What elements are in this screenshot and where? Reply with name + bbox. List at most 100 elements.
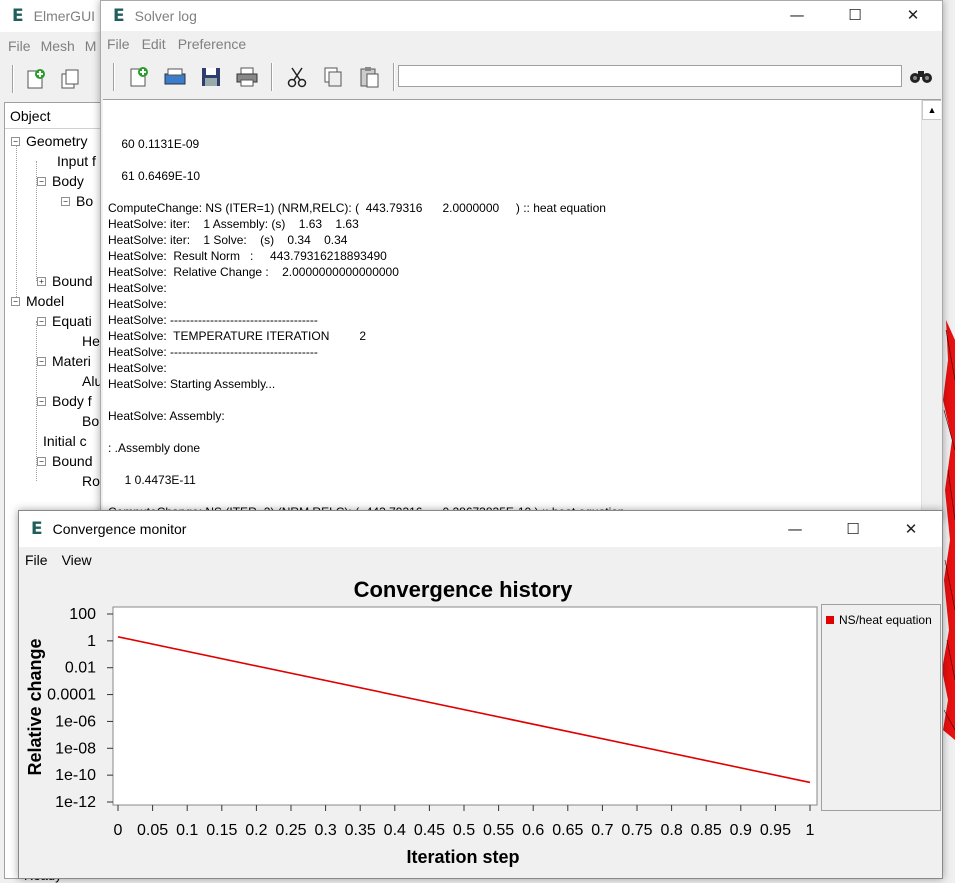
legend-label: NS/heat equation [839, 613, 932, 627]
toolbar-separator [12, 65, 14, 93]
scroll-up-arrow-icon[interactable]: ▲ [922, 100, 941, 120]
tree-item-body[interactable]: − Body [37, 171, 84, 191]
x-tick-label: 0.75 [621, 822, 652, 839]
x-tick-label: 0.8 [660, 822, 682, 839]
menu-file[interactable]: File [25, 552, 48, 568]
tree-item-boundary-condition-child[interactable]: Ro [82, 473, 100, 489]
menu-edit[interactable]: Edit [141, 36, 166, 52]
close-button[interactable]: ✕ [906, 6, 920, 24]
convergence-monitor-title-bar[interactable]: E Convergence monitor — ☐ ✕ [19, 511, 942, 547]
x-tick-label: 0.25 [275, 822, 306, 839]
menu-preference[interactable]: Preference [177, 36, 247, 52]
open-file-icon[interactable] [163, 66, 187, 88]
x-tick-label: 0.5 [453, 822, 475, 839]
convergence-monitor-window: E Convergence monitor — ☐ ✕ File View Co… [18, 510, 943, 879]
solver-log-toolbar [101, 57, 942, 97]
paste-icon[interactable] [357, 66, 381, 88]
tree-item-material[interactable]: − Materi [37, 351, 91, 371]
convergence-plot[interactable]: Convergence history 10010.010.00011e-061… [19, 573, 819, 873]
y-tick-label: 0.01 [65, 660, 96, 677]
solver-log-title-bar[interactable]: E Solver log — ☐ ✕ [101, 1, 942, 31]
menu-view[interactable]: View [61, 552, 92, 568]
save-icon[interactable] [199, 66, 223, 88]
tree-item-equation[interactable]: − Equati [37, 311, 92, 331]
solver-log-output: 60 0.1131E-09 61 0.6469E-10 ComputeChang… [108, 137, 625, 519]
solver-log-title: Solver log [134, 8, 197, 24]
x-tick-label: 0.15 [206, 822, 237, 839]
toolbar-separator [393, 63, 395, 91]
tree-item-input-file[interactable]: Input f [57, 153, 96, 169]
collapse-icon[interactable]: − [37, 356, 46, 366]
tree-item-equation-child[interactable]: He [82, 333, 100, 349]
x-tick-label: 0.3 [314, 822, 336, 839]
new-file-icon[interactable] [127, 66, 151, 88]
minimize-button[interactable]: — [789, 6, 805, 24]
y-axis-ticks: 100 1 0.01 0.0001 1e-06 1e-08 1e-10 1e-12 [47, 606, 113, 811]
x-tick-label: 0.65 [552, 822, 583, 839]
open-file-icon[interactable] [58, 68, 82, 90]
y-tick-label: 1 [87, 633, 96, 650]
cut-icon[interactable] [285, 66, 309, 88]
tree-item-body-child[interactable]: − Bo [61, 191, 93, 211]
x-axis-ticks: 0 0.05 0.1 0.15 0.2 0.25 0.3 0.35 0.4 0.45 0.5 0.55… [114, 805, 815, 839]
copy-icon[interactable] [321, 66, 345, 88]
collapse-icon[interactable]: − [37, 396, 46, 406]
collapse-icon[interactable]: − [37, 176, 46, 186]
mesh-view-red-geometry[interactable] [940, 320, 955, 740]
x-tick-label: 0 [114, 822, 123, 839]
object-header: Object [5, 103, 113, 129]
tree-item-material-child[interactable]: Alu [82, 373, 103, 389]
convergence-monitor-title: Convergence monitor [52, 521, 187, 537]
new-file-icon[interactable] [24, 68, 48, 90]
y-tick-label: 1e-10 [55, 767, 96, 784]
toolbar-separator [271, 63, 273, 91]
maximize-button[interactable]: ☐ [848, 6, 862, 24]
expand-icon[interactable]: + [37, 276, 46, 286]
tree-item-boundary[interactable]: + Bound [37, 271, 92, 291]
tree-item-boundary-condition[interactable]: − Bound [37, 451, 92, 471]
tree-item-initial-condition[interactable]: Initial c [43, 433, 87, 449]
legend-color-swatch [826, 616, 834, 624]
y-tick-label: 1e-06 [55, 713, 96, 730]
y-tick-label: 1e-12 [55, 794, 96, 811]
elmer-app-icon: E [31, 519, 43, 539]
legend-item-ns-heat-equation: NS/heat equation [826, 613, 932, 627]
main-menu-file[interactable]: File [8, 38, 31, 54]
find-binoculars-icon[interactable] [909, 65, 933, 87]
x-tick-label: 0.95 [760, 822, 791, 839]
collapse-icon[interactable]: − [11, 296, 20, 306]
plot-canvas [112, 606, 818, 806]
x-tick-label: 0.7 [591, 822, 613, 839]
print-icon[interactable] [235, 66, 259, 88]
y-axis-label: Relative change [25, 638, 45, 775]
y-tick-label: 1e-08 [55, 740, 96, 757]
vertical-scrollbar[interactable]: ▲ [921, 100, 941, 519]
main-menu-model[interactable]: M [84, 38, 97, 54]
maximize-button[interactable]: ☐ [846, 520, 860, 538]
x-tick-label: 0.2 [245, 822, 267, 839]
solver-log-text-area[interactable]: 60 0.1131E-09 61 0.6469E-10 ComputeChang… [103, 99, 941, 519]
x-tick-label: 0.85 [691, 822, 722, 839]
minimize-button[interactable]: — [787, 520, 803, 538]
collapse-icon[interactable]: − [37, 316, 46, 326]
elmer-app-icon: E [12, 6, 24, 26]
x-tick-label: 0.1 [176, 822, 198, 839]
collapse-icon[interactable]: − [61, 196, 70, 206]
search-input[interactable] [398, 65, 902, 87]
x-tick-label: 0.45 [414, 822, 445, 839]
x-tick-label: 0.05 [137, 822, 168, 839]
tree-item-body-force[interactable]: − Body f [37, 391, 92, 411]
x-tick-label: 0.9 [730, 822, 752, 839]
main-title-bar: E ElmerGUI [0, 0, 110, 32]
x-tick-label: 0.6 [522, 822, 544, 839]
x-axis-label: Iteration step [406, 847, 519, 867]
main-menu-mesh[interactable]: Mesh [40, 38, 75, 54]
collapse-icon[interactable]: − [37, 456, 46, 466]
main-window-title: ElmerGUI [33, 8, 96, 24]
tree-item-body-force-child[interactable]: Bo [82, 413, 100, 429]
menu-file[interactable]: File [107, 36, 130, 52]
tree-item-model[interactable]: − Model [11, 291, 64, 311]
collapse-icon[interactable]: − [11, 136, 20, 146]
tree-item-geometry[interactable]: − Geometry [11, 131, 87, 151]
close-button[interactable]: ✕ [904, 520, 918, 538]
